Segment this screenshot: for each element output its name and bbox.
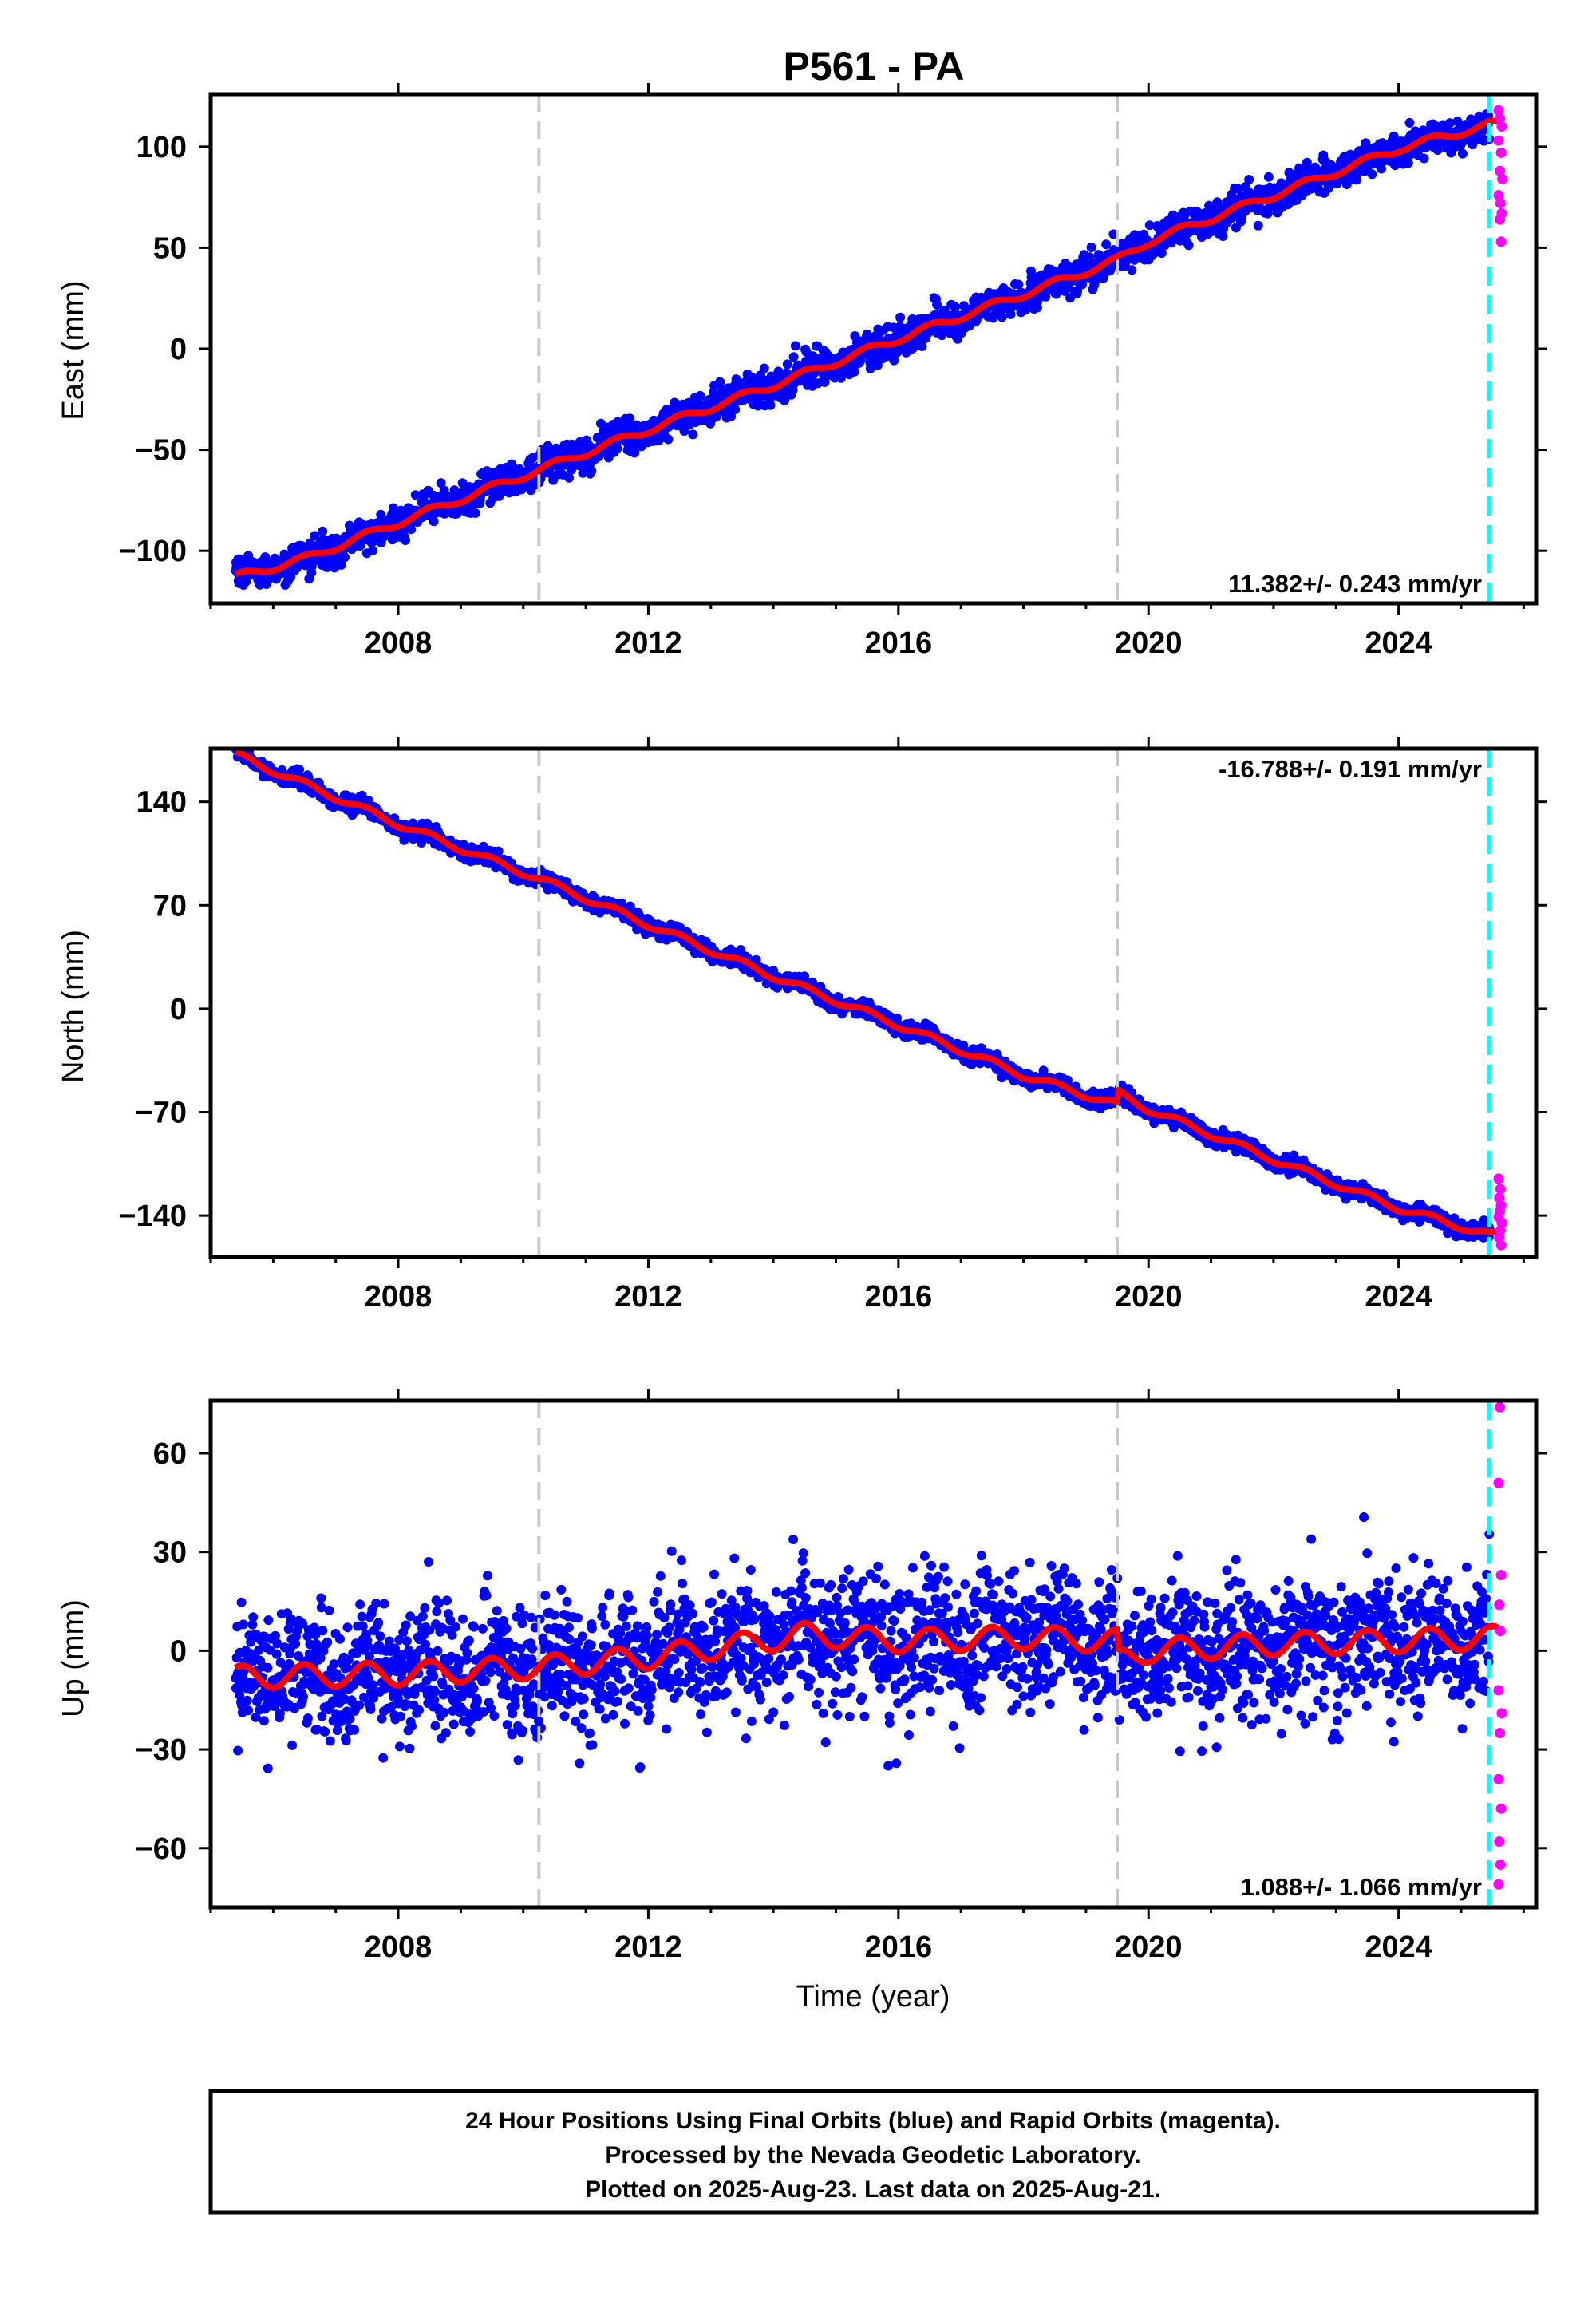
east-final-point xyxy=(998,312,1007,322)
east-final-point xyxy=(1254,221,1263,231)
east-final-point xyxy=(612,444,622,453)
east-final-point xyxy=(1184,240,1194,250)
east-final-point xyxy=(368,546,377,555)
east-final-point xyxy=(783,359,792,369)
east-final-point xyxy=(1006,310,1016,319)
east-rapid-point xyxy=(1496,148,1507,158)
east-final-point xyxy=(664,435,674,445)
east-final-point xyxy=(1013,280,1023,290)
east-final-point xyxy=(1087,243,1096,252)
east-final-point xyxy=(760,364,769,373)
east-final-point xyxy=(1420,154,1429,164)
east-y-tick-label: 50 xyxy=(153,231,187,265)
east-final-point xyxy=(340,552,350,562)
east-x-tick-label: 2020 xyxy=(1115,626,1183,660)
east-rapid-point xyxy=(1495,198,1506,208)
east-final-point xyxy=(688,429,697,439)
east-final-point xyxy=(789,352,799,362)
east-rate-label: 11.382+/- 0.243 mm/yr xyxy=(1228,570,1482,598)
east-final-point xyxy=(429,516,439,526)
east-final-point xyxy=(1404,158,1413,168)
east-rapid-point xyxy=(1497,174,1507,184)
east-x-tick-label: 2012 xyxy=(614,626,682,660)
east-final-point xyxy=(850,367,859,377)
east-final-point xyxy=(791,341,800,350)
east-final-point xyxy=(1368,169,1377,179)
east-final-point xyxy=(1127,265,1136,275)
east-rapid-point xyxy=(1496,236,1507,247)
east-final-point xyxy=(1458,149,1468,159)
east-final-point xyxy=(587,466,596,476)
east-y-tick-label: 0 xyxy=(170,333,187,366)
east-x-tick-label: 2016 xyxy=(865,626,933,660)
north-final-point xyxy=(494,847,504,856)
east-final-point xyxy=(730,405,740,414)
east-y-tick-label: 100 xyxy=(136,131,187,164)
east-final-point xyxy=(918,342,927,351)
east-final-point xyxy=(1244,175,1254,184)
east-final-point xyxy=(401,536,410,545)
east-rapid-point xyxy=(1496,121,1507,132)
east-final-point xyxy=(1101,239,1111,249)
east-final-point xyxy=(564,473,574,483)
east-y-tick-label: −50 xyxy=(136,434,187,468)
east-final-point xyxy=(318,527,327,536)
east-axis-label: East (mm) xyxy=(57,280,90,420)
east-final-point xyxy=(1405,118,1415,128)
east-final-point xyxy=(471,508,480,518)
east-rapid-point xyxy=(1495,215,1505,225)
east-y-tick-label: −100 xyxy=(118,535,187,568)
east-final-point xyxy=(1264,172,1274,182)
east-final-point xyxy=(766,401,776,410)
east-final-point xyxy=(1090,278,1100,287)
east-rapid-point xyxy=(1494,136,1504,146)
east-final-point xyxy=(895,313,905,322)
east-x-tick-label: 2008 xyxy=(365,626,433,660)
chart-title: P561 - PA xyxy=(784,44,965,89)
east-x-tick-label: 2024 xyxy=(1365,626,1432,660)
